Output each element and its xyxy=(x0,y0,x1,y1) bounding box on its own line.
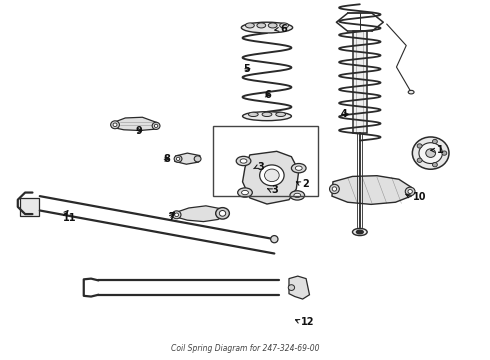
Ellipse shape xyxy=(238,188,252,197)
Ellipse shape xyxy=(417,144,422,148)
PathPatch shape xyxy=(174,153,200,164)
Ellipse shape xyxy=(176,157,180,161)
Text: Coil Spring Diagram for 247-324-69-00: Coil Spring Diagram for 247-324-69-00 xyxy=(171,344,319,353)
PathPatch shape xyxy=(174,206,225,222)
Ellipse shape xyxy=(242,22,293,33)
Text: 8: 8 xyxy=(163,154,170,164)
Bar xyxy=(213,126,318,196)
Ellipse shape xyxy=(174,156,182,162)
Ellipse shape xyxy=(260,165,284,186)
Ellipse shape xyxy=(269,23,277,28)
Ellipse shape xyxy=(152,122,160,130)
Ellipse shape xyxy=(194,156,201,162)
Ellipse shape xyxy=(216,208,229,219)
Ellipse shape xyxy=(236,156,251,166)
Ellipse shape xyxy=(352,228,367,235)
PathPatch shape xyxy=(289,276,310,299)
Text: 7: 7 xyxy=(168,212,175,221)
Ellipse shape xyxy=(419,143,442,163)
Ellipse shape xyxy=(442,151,447,155)
Text: 6: 6 xyxy=(265,90,271,100)
Text: 10: 10 xyxy=(413,192,426,202)
Text: 6: 6 xyxy=(280,24,287,35)
Ellipse shape xyxy=(245,23,254,28)
Text: 11: 11 xyxy=(63,213,77,222)
Ellipse shape xyxy=(408,90,414,94)
PathPatch shape xyxy=(112,117,157,131)
Ellipse shape xyxy=(172,211,181,219)
Ellipse shape xyxy=(243,112,292,121)
Text: 1: 1 xyxy=(437,145,443,155)
Text: 3: 3 xyxy=(272,185,279,195)
Text: 12: 12 xyxy=(301,317,315,327)
Ellipse shape xyxy=(270,235,278,243)
Ellipse shape xyxy=(356,230,363,234)
Ellipse shape xyxy=(257,23,266,28)
Ellipse shape xyxy=(295,166,302,170)
Ellipse shape xyxy=(220,211,226,216)
Ellipse shape xyxy=(288,285,294,291)
Ellipse shape xyxy=(240,159,247,163)
Text: 4: 4 xyxy=(340,109,347,120)
Ellipse shape xyxy=(413,137,449,169)
Ellipse shape xyxy=(290,191,305,200)
Text: 2: 2 xyxy=(303,179,309,189)
Ellipse shape xyxy=(242,190,248,195)
Ellipse shape xyxy=(332,187,337,191)
Ellipse shape xyxy=(113,123,117,127)
Ellipse shape xyxy=(262,112,272,117)
Ellipse shape xyxy=(276,112,286,117)
Ellipse shape xyxy=(294,193,301,198)
Ellipse shape xyxy=(417,158,422,162)
Ellipse shape xyxy=(405,187,415,196)
Ellipse shape xyxy=(433,139,438,144)
Ellipse shape xyxy=(426,149,436,157)
PathPatch shape xyxy=(332,176,411,204)
Ellipse shape xyxy=(280,23,289,28)
Ellipse shape xyxy=(330,184,339,194)
Text: 9: 9 xyxy=(136,126,142,135)
Ellipse shape xyxy=(154,124,158,127)
Ellipse shape xyxy=(408,189,413,193)
Bar xyxy=(353,31,367,134)
Bar xyxy=(20,198,39,216)
Ellipse shape xyxy=(265,169,279,181)
Text: 3: 3 xyxy=(258,162,265,172)
Ellipse shape xyxy=(292,163,306,173)
Text: 5: 5 xyxy=(244,64,250,74)
Ellipse shape xyxy=(111,121,120,129)
Ellipse shape xyxy=(433,163,438,167)
PathPatch shape xyxy=(243,151,299,204)
Ellipse shape xyxy=(248,112,258,117)
Ellipse shape xyxy=(174,213,178,217)
